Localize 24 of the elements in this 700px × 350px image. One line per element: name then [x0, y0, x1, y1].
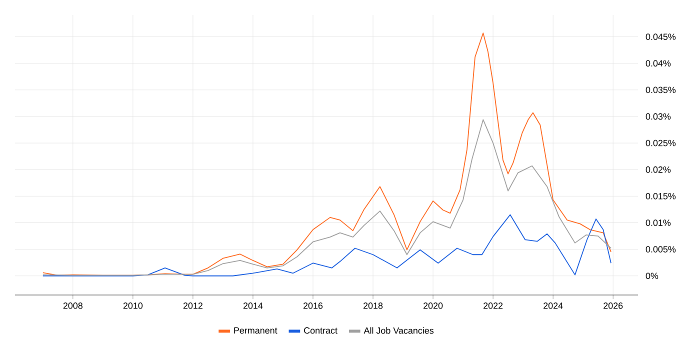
legend-label: All Job Vacancies — [364, 327, 434, 334]
legend-label: Contract — [304, 327, 338, 334]
x-tick-label: 2026 — [604, 302, 623, 309]
x-tick-label: 2008 — [63, 302, 82, 309]
y-tick-label: 0.045% — [646, 34, 676, 40]
legend-label: Permanent — [234, 327, 278, 334]
x-tick-label: 2020 — [424, 302, 443, 309]
x-tick-label: 2024 — [544, 302, 563, 309]
x-tick-label: 2012 — [183, 302, 202, 309]
x-tick-label: 2018 — [363, 302, 383, 309]
y-tick-label: 0.015% — [646, 192, 676, 200]
y-tick-label: 0% — [646, 272, 658, 280]
line-series — [42, 32, 612, 276]
x-tick-label: 2016 — [303, 302, 323, 309]
y-tick-label: 0.01% — [646, 220, 671, 226]
y-tick-label: 0.005% — [646, 246, 676, 252]
x-tick-label: 2010 — [123, 302, 143, 309]
y-tick-label: 0.035% — [646, 86, 676, 94]
y-tick-label: 0.025% — [646, 140, 676, 146]
y-tick-label: 0.02% — [646, 166, 671, 173]
x-tick-label: 2014 — [243, 302, 263, 309]
y-tick-label: 0.03% — [646, 113, 671, 120]
y-tick-label: 0.04% — [646, 60, 671, 67]
x-tick-label: 2022 — [484, 302, 503, 309]
